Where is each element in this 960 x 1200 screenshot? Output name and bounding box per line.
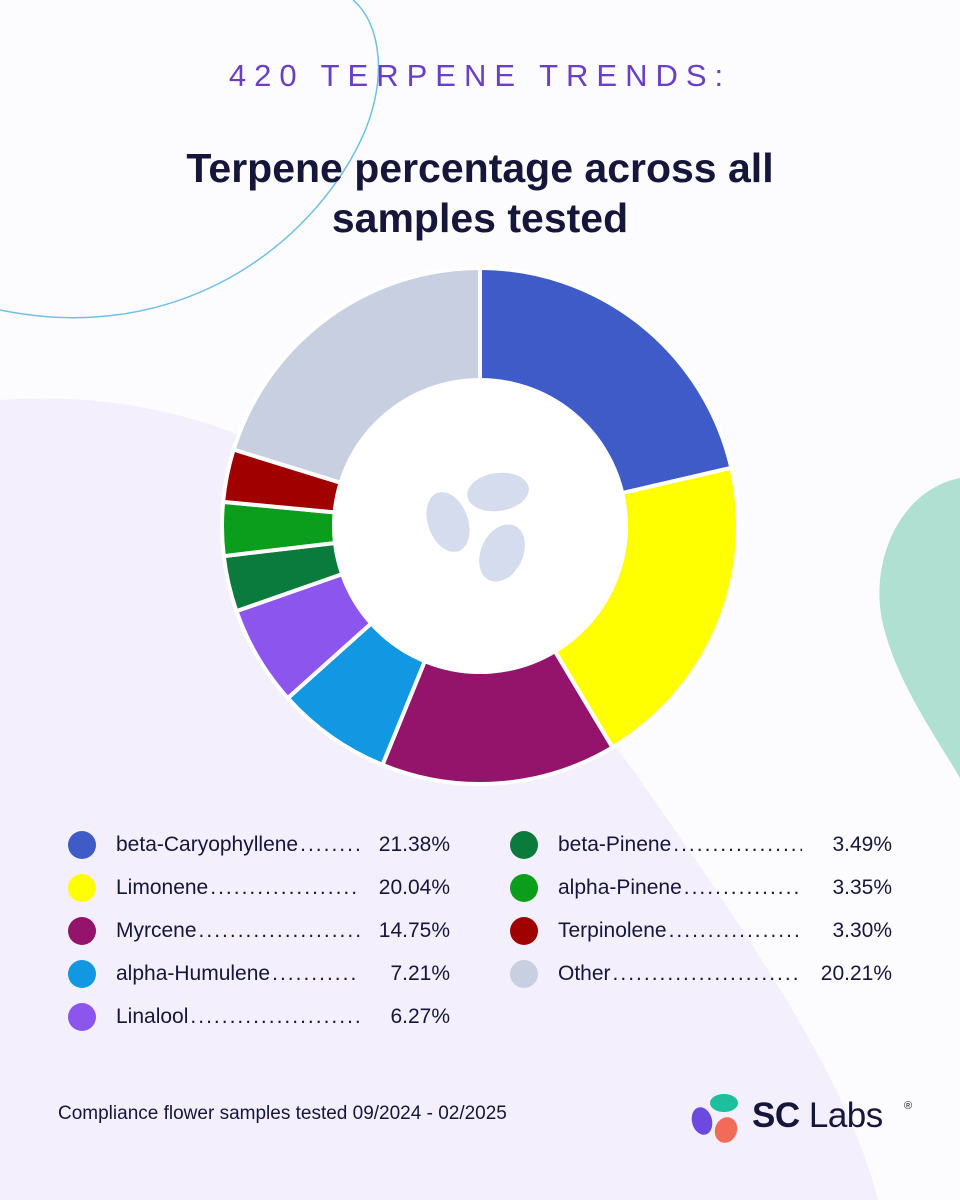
logo-teal-petal: [710, 1094, 738, 1112]
legend-leader-dots: [210, 875, 360, 901]
legend-value: 3.35%: [832, 876, 892, 899]
legend-item: Limonene 20.04%: [68, 866, 450, 909]
legend-leader-dots: [272, 961, 360, 987]
legend-item: Other 20.21%: [510, 952, 892, 995]
legend-item: Linalool 6.27%: [68, 995, 450, 1038]
donut-slice-other: [231, 266, 482, 485]
legend-value: 6.27%: [390, 1005, 450, 1028]
donut-slice-beta-caryophyllene: [478, 266, 734, 496]
legend-name: Linalool: [116, 1005, 189, 1028]
legend-label: Other 20.21%: [558, 961, 892, 987]
donut-slice-limonene: [552, 465, 740, 750]
legend-swatch: [68, 917, 96, 945]
legend-name: Other: [558, 962, 611, 985]
legend-name: alpha-Humulene: [116, 962, 271, 985]
donut-slices: [220, 266, 740, 786]
legend-name: Myrcene: [116, 919, 197, 942]
legend-value: 14.75%: [378, 919, 450, 942]
legend-leader-dots: [669, 918, 802, 944]
center-icon-left-leaf: [426, 492, 470, 552]
legend-name: beta-Caryophyllene: [116, 833, 299, 856]
legend-swatch: [68, 960, 96, 988]
legend-value: 3.49%: [832, 833, 892, 856]
legend-swatch: [68, 831, 96, 859]
legend-label: Terpinolene 3.30%: [558, 918, 892, 944]
legend-item: Terpinolene 3.30%: [510, 909, 892, 952]
legend-leader-dots: [190, 1004, 360, 1030]
legend-name: beta-Pinene: [558, 833, 672, 856]
legend-label: Linalool 6.27%: [116, 1004, 450, 1030]
lavender-background-shape: [0, 398, 878, 1200]
legend-value: 20.21%: [820, 962, 892, 985]
donut-hole: [336, 382, 624, 670]
mint-leaf-shape: [879, 478, 960, 778]
legend-column-left: beta-Caryophyllene 21.38% Limonene 20.04…: [68, 823, 450, 1038]
legend-value: 7.21%: [390, 962, 450, 985]
legend-swatch: [510, 874, 538, 902]
center-icon-right-leaf: [479, 524, 525, 582]
eyebrow-text: 420 TERPENE TRENDS:: [228, 58, 732, 93]
legend-item: Myrcene 14.75%: [68, 909, 450, 952]
brand-wordmark: SC Labs: [752, 1096, 883, 1136]
legend-label: Myrcene 14.75%: [116, 918, 450, 944]
legend-value: 20.04%: [378, 876, 450, 899]
legend-leader-dots: [684, 875, 802, 901]
legend-label: beta-Pinene 3.49%: [558, 832, 892, 858]
sc-labs-logo: SC Labs ®: [690, 1090, 920, 1146]
legend-name: Limonene: [116, 876, 209, 899]
brand-name-light: Labs: [808, 1096, 883, 1135]
legend-label: Limonene 20.04%: [116, 875, 450, 901]
legend-swatch: [68, 1003, 96, 1031]
legend-leader-dots: [199, 918, 360, 944]
logo-purple-petal: [691, 1107, 713, 1135]
legend-item: beta-Caryophyllene 21.38%: [68, 823, 450, 866]
legend-swatch: [510, 960, 538, 988]
center-icon: [426, 472, 529, 582]
legend-column-right: beta-Pinene 3.49% alpha-Pinene 3.35% Ter…: [510, 823, 892, 995]
legend-item: beta-Pinene 3.49%: [510, 823, 892, 866]
center-icon-top-leaf: [467, 472, 529, 512]
legend-label: alpha-Pinene 3.35%: [558, 875, 892, 901]
sample-date-note: Compliance flower samples tested 09/2024…: [58, 1103, 507, 1124]
legend-swatch: [510, 831, 538, 859]
legend-label: beta-Caryophyllene 21.38%: [116, 832, 450, 858]
legend-value: 21.38%: [378, 833, 450, 856]
legend-item: alpha-Pinene 3.35%: [510, 866, 892, 909]
logo-coral-petal: [714, 1117, 738, 1143]
chart-title: Terpene percentage across all samples te…: [186, 145, 774, 241]
legend-item: alpha-Humulene 7.21%: [68, 952, 450, 995]
legend-leader-dots: [300, 832, 360, 858]
legend-value: 3.30%: [832, 919, 892, 942]
legend-label: alpha-Humulene 7.21%: [116, 961, 450, 987]
sc-labs-logo-mark-icon: [691, 1094, 738, 1143]
legend-leader-dots: [673, 832, 802, 858]
terpene-donut-chart: [220, 266, 740, 786]
legend-name: alpha-Pinene: [558, 876, 682, 899]
legend-leader-dots: [613, 961, 802, 987]
outline-curve-shape: [0, 0, 380, 319]
registered-mark: ®: [904, 1100, 913, 1112]
legend-swatch: [68, 874, 96, 902]
brand-name-bold: SC: [752, 1096, 800, 1135]
legend-swatch: [510, 917, 538, 945]
legend-name: Terpinolene: [558, 919, 667, 942]
